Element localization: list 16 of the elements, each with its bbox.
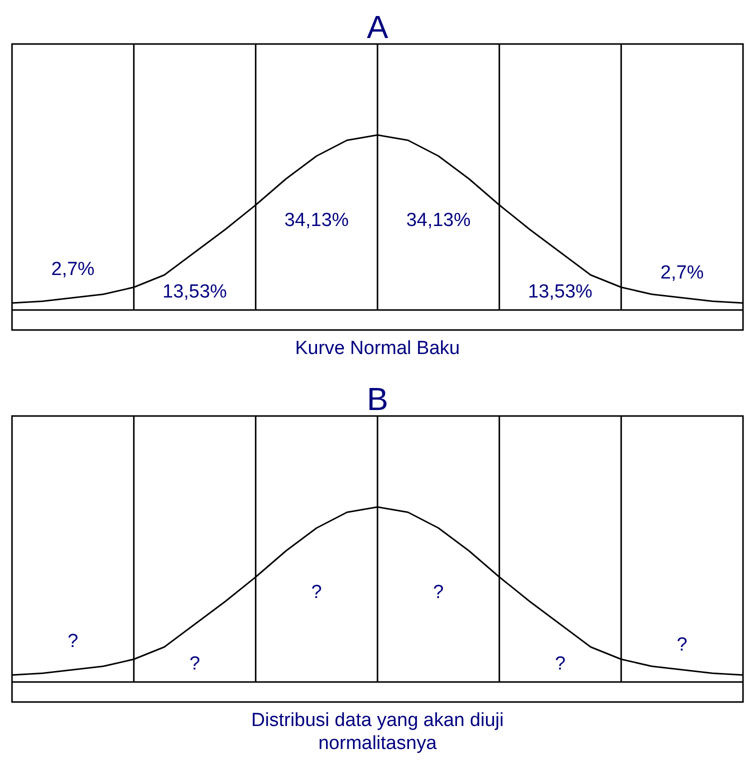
annotation: 2,7% — [51, 258, 95, 280]
annotation: 34,13% — [406, 210, 471, 231]
chart-title: A — [366, 9, 389, 45]
annotation: ? — [189, 654, 200, 675]
annotation: ? — [433, 582, 444, 603]
annotation: 34,13% — [284, 210, 349, 231]
x-axis-title: Distribusi data yang akan diuji normalitasnya — [251, 710, 504, 754]
annotation: 13,53% — [162, 282, 228, 303]
annotation: ? — [68, 630, 78, 652]
annotation: 2,7% — [660, 262, 704, 284]
annotation: ? — [676, 634, 688, 656]
annotation: 13,53% — [528, 282, 593, 303]
annotation: ? — [311, 582, 322, 603]
x-axis-title: Kurve Normal Baku — [295, 338, 460, 359]
annotation: ? — [554, 654, 566, 675]
chart-title: B — [366, 381, 388, 417]
